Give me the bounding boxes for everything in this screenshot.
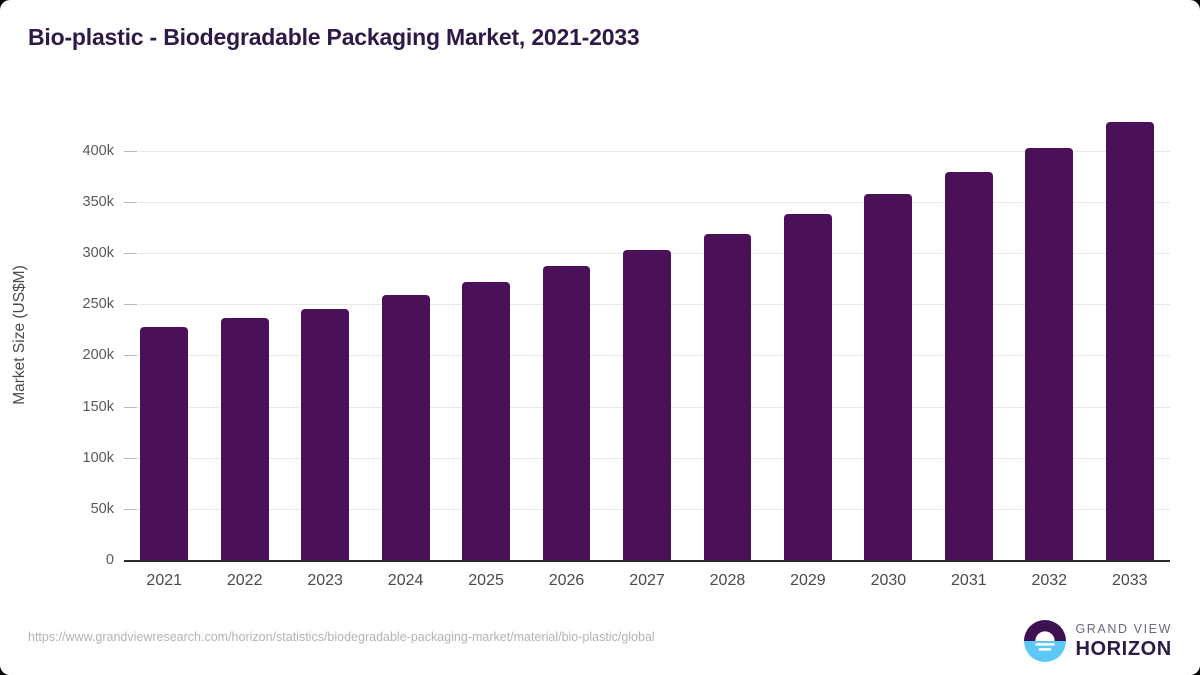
y-axis-tick-label: 400k [82, 142, 114, 159]
bar[interactable] [462, 281, 510, 560]
y-axis-tick-label: 200k [82, 347, 114, 364]
x-axis-tick-label: 2028 [709, 572, 746, 589]
bar[interactable] [542, 266, 591, 560]
brand-logo[interactable]: GRAND VIEW HORIZON [1024, 620, 1172, 662]
bar[interactable] [783, 214, 832, 560]
logo-line-horizon: HORIZON [1075, 637, 1172, 660]
y-axis-tick-label: 150k [82, 398, 114, 415]
y-axis-tick-label: 50k [90, 500, 114, 517]
x-axis-tick-label: 2023 [307, 572, 343, 589]
x-axis-line [124, 560, 1170, 562]
x-axis-tick-label: 2033 [1111, 572, 1148, 589]
bar[interactable] [140, 326, 189, 560]
page-title: Bio-plastic - Biodegradable Packaging Ma… [28, 24, 640, 50]
bar[interactable] [301, 309, 350, 560]
grand-view-horizon-sun-icon [1024, 620, 1067, 662]
x-axis-tick-label: 2031 [951, 572, 987, 589]
bar[interactable] [864, 193, 913, 560]
y-axis-tick-label: 350k [82, 194, 114, 211]
bar[interactable] [623, 250, 671, 560]
y-axis-tick [124, 508, 137, 510]
bar[interactable] [220, 317, 269, 560]
x-axis-tick-label: 2026 [548, 572, 585, 589]
y-axis-tick [124, 457, 137, 459]
bar[interactable] [381, 295, 430, 560]
y-axis-tick-label: 100k [82, 449, 114, 466]
y-axis-tick [124, 202, 137, 204]
x-axis-tick-label: 2032 [1031, 572, 1068, 589]
y-axis-tick [124, 304, 137, 306]
bar[interactable] [1025, 147, 1074, 560]
x-axis-tick-label: 2021 [146, 572, 183, 589]
bar[interactable] [1105, 122, 1154, 560]
plot-area [124, 110, 1170, 561]
y-axis-tick-label: 300k [82, 245, 114, 262]
y-axis-tick-label: 0 [105, 552, 114, 568]
y-axis-tick-label: 250k [82, 296, 114, 313]
y-axis-tick [124, 150, 137, 152]
x-axis-tick-label: 2029 [790, 572, 826, 589]
gridline [138, 150, 1170, 152]
y-axis-tick [124, 406, 137, 408]
bar[interactable] [944, 172, 993, 560]
gridline [138, 202, 1170, 204]
bar[interactable] [703, 233, 752, 560]
x-axis-tick-label: 2024 [387, 572, 424, 589]
logo-wordmark: GRAND VIEW HORIZON [1075, 623, 1172, 659]
y-axis-tick [124, 355, 137, 357]
y-axis-tick [124, 253, 137, 255]
y-axis-title: Market Size (US$M) [11, 265, 28, 405]
x-axis-tick-label: 2022 [226, 572, 263, 589]
x-axis-tick-label: 2030 [870, 572, 907, 589]
x-axis-tick-label: 2025 [468, 572, 504, 589]
x-axis-tick-label: 2027 [629, 572, 665, 589]
source-url[interactable]: https://www.grandviewresearch.com/horizo… [28, 630, 655, 644]
logo-line-grand-view: GRAND VIEW [1075, 622, 1172, 637]
